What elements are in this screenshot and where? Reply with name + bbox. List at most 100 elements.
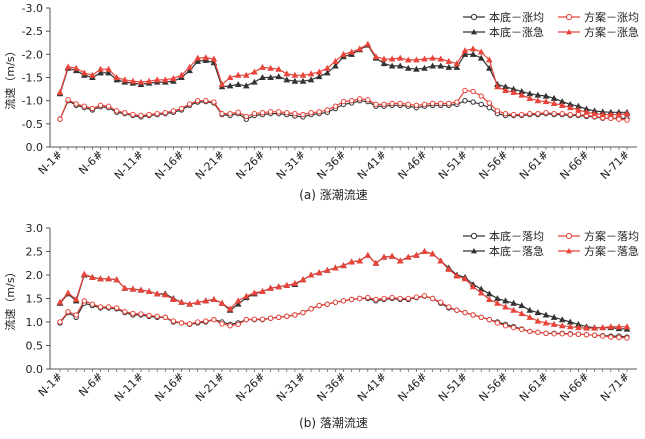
x-tick-label: N-26#	[233, 148, 267, 182]
data-point	[291, 280, 299, 287]
data-point	[332, 57, 339, 64]
data-point	[195, 97, 201, 104]
data-point	[566, 104, 574, 111]
data-point	[607, 323, 615, 330]
data-point	[388, 252, 396, 259]
y-tick-label: -2.5	[22, 25, 43, 38]
legend-label: 本底－落急	[489, 244, 544, 258]
data-point	[462, 309, 468, 316]
y-tick-label: 3.0	[26, 222, 44, 235]
data-point	[623, 323, 631, 330]
data-point	[194, 298, 202, 305]
x-tick-label: N-66#	[557, 370, 591, 404]
data-point	[105, 65, 112, 72]
data-point	[114, 305, 120, 311]
y-tick-label: -2.0	[22, 48, 43, 61]
data-point	[437, 55, 445, 62]
x-tick-label: N-16#	[152, 148, 186, 182]
data-point	[114, 108, 120, 114]
y-tick-label: -1.5	[22, 72, 43, 85]
y-tick-label: 1.0	[26, 316, 44, 329]
data-point	[316, 109, 322, 115]
data-point	[477, 289, 485, 296]
data-point	[72, 296, 80, 302]
data-point	[348, 97, 355, 104]
data-point	[454, 307, 460, 313]
data-point	[300, 309, 306, 316]
data-point	[340, 262, 347, 269]
data-point	[105, 103, 112, 109]
data-point	[267, 284, 274, 291]
data-point	[381, 295, 387, 302]
legend-label: 本底－涨急	[489, 25, 544, 39]
data-point	[357, 295, 363, 302]
series-4	[56, 40, 631, 118]
legend-marker	[471, 29, 477, 35]
data-point	[251, 289, 258, 296]
data-point	[130, 310, 136, 317]
data-point	[616, 334, 622, 341]
data-point	[413, 102, 420, 109]
data-point	[316, 302, 322, 309]
data-point	[81, 298, 88, 304]
y-tick-label: 2.5	[26, 246, 44, 259]
legend-label: 方案－涨急	[584, 25, 639, 39]
data-point	[340, 298, 347, 304]
data-point	[373, 296, 379, 303]
data-point	[283, 76, 291, 83]
legend-label: 本底－涨均	[489, 10, 544, 24]
data-point	[242, 292, 250, 299]
data-point	[122, 110, 128, 116]
data-point	[202, 54, 210, 61]
data-point	[567, 331, 573, 337]
data-point	[373, 101, 379, 108]
data-point	[65, 97, 71, 103]
data-point	[396, 62, 404, 69]
data-point	[462, 97, 468, 104]
data-point	[137, 286, 145, 293]
y-axis-label: 流速（m/s）	[3, 45, 17, 109]
data-point	[518, 91, 526, 98]
data-point	[446, 304, 452, 310]
data-point	[267, 315, 274, 321]
data-point	[510, 111, 517, 118]
data-point	[105, 275, 112, 282]
data-point	[267, 74, 274, 81]
data-point	[283, 70, 291, 77]
data-point	[218, 299, 226, 306]
data-point	[542, 98, 550, 105]
data-point	[195, 319, 201, 325]
x-tick-label: N-56#	[476, 148, 510, 182]
x-tick-label: N-36#	[314, 370, 348, 404]
legend-marker	[565, 232, 573, 240]
data-point	[324, 301, 330, 307]
data-point	[380, 55, 388, 62]
data-point	[396, 54, 404, 61]
data-point	[445, 63, 453, 70]
x-tick-label: N-6#	[76, 370, 105, 399]
x-tick-label: N-71#	[598, 370, 632, 404]
data-point	[437, 62, 445, 69]
legend-marker	[470, 232, 478, 240]
data-point	[381, 101, 387, 108]
y-tick-label: 2.0	[26, 269, 44, 282]
data-point	[194, 57, 202, 64]
data-point	[56, 298, 64, 305]
data-point	[202, 297, 210, 304]
data-point	[210, 296, 218, 302]
data-point	[323, 64, 331, 71]
data-point	[283, 281, 291, 288]
data-point	[226, 82, 234, 89]
data-point	[242, 82, 250, 89]
x-tick-label: N-51#	[436, 148, 470, 182]
data-point	[323, 69, 331, 76]
data-point	[615, 111, 623, 118]
data-point	[600, 333, 606, 339]
data-point	[80, 69, 88, 76]
data-point	[178, 298, 185, 305]
data-point	[146, 312, 152, 319]
data-point	[178, 320, 185, 326]
data-point	[591, 110, 598, 117]
data-point	[526, 306, 534, 313]
